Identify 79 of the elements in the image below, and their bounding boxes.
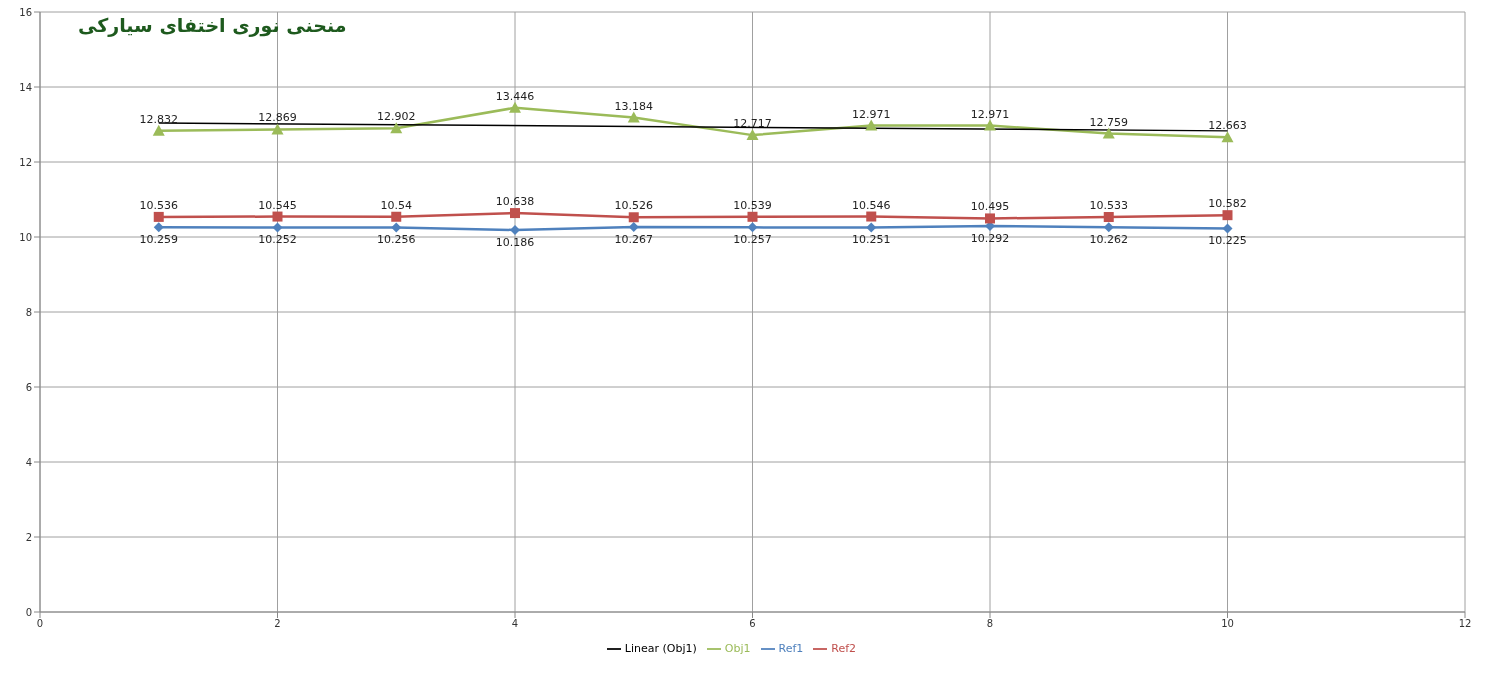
point bbox=[1222, 223, 1233, 234]
data-label: 10.257 bbox=[733, 233, 772, 247]
data-label: 13.184 bbox=[614, 99, 653, 113]
point bbox=[1102, 127, 1115, 139]
point bbox=[747, 222, 758, 233]
point bbox=[747, 211, 758, 222]
y-tick-label: 14 bbox=[19, 81, 32, 93]
data-label: 10.292 bbox=[970, 231, 1010, 245]
point bbox=[510, 208, 520, 219]
data-label: 12.869 bbox=[258, 111, 297, 125]
data-label: 10.539 bbox=[733, 198, 772, 212]
data-label: 10.526 bbox=[614, 199, 653, 213]
point bbox=[1103, 212, 1114, 223]
data-label: 10.256 bbox=[377, 233, 416, 247]
point bbox=[152, 124, 165, 136]
point bbox=[271, 123, 284, 135]
point bbox=[984, 119, 996, 131]
data-label: 10.54 bbox=[380, 198, 412, 212]
data-label: 12.717 bbox=[733, 117, 772, 131]
point bbox=[391, 222, 402, 233]
x-tick-label: 8 bbox=[986, 618, 994, 630]
data-label: 10.582 bbox=[1208, 197, 1247, 211]
legend-label: Ref1 bbox=[778, 642, 804, 655]
data-label: 12.832 bbox=[139, 112, 178, 126]
y-tick-label: 12 bbox=[19, 156, 32, 168]
point bbox=[272, 211, 283, 222]
data-label: 10.536 bbox=[139, 198, 178, 212]
legend-label: Ref2 bbox=[831, 642, 857, 655]
point bbox=[510, 225, 520, 236]
data-label: 10.545 bbox=[258, 198, 297, 212]
point bbox=[153, 222, 164, 233]
y-tick-label: 16 bbox=[19, 6, 32, 18]
x-tick-label: 0 bbox=[36, 618, 44, 630]
point bbox=[272, 222, 283, 233]
data-label: 10.638 bbox=[495, 195, 535, 209]
y-tick-label: 10 bbox=[19, 231, 32, 243]
data-label: 10.533 bbox=[1089, 199, 1128, 213]
legend-label: Obj1 bbox=[724, 642, 751, 655]
point bbox=[509, 101, 521, 113]
x-tick-label: 2 bbox=[274, 618, 281, 630]
point bbox=[985, 213, 995, 224]
x-tick-label: 4 bbox=[511, 618, 519, 630]
point bbox=[390, 122, 403, 134]
point bbox=[1221, 131, 1234, 143]
legend-label: Linear (Obj1) bbox=[624, 642, 697, 655]
data-label: 12.663 bbox=[1208, 119, 1247, 133]
data-label: 13.446 bbox=[495, 89, 535, 103]
chart-title: منحنی نوری اختفای سیارکی bbox=[78, 14, 347, 36]
point bbox=[628, 212, 639, 223]
point bbox=[153, 211, 164, 222]
point bbox=[746, 129, 759, 141]
data-label: 10.267 bbox=[614, 232, 653, 246]
point bbox=[1222, 210, 1233, 221]
x-tick-label: 10 bbox=[1221, 618, 1234, 630]
data-label: 10.252 bbox=[258, 233, 297, 247]
y-tick-label: 4 bbox=[25, 456, 32, 468]
data-label: 10.186 bbox=[495, 235, 535, 249]
point bbox=[391, 211, 402, 222]
y-tick-label: 8 bbox=[25, 306, 32, 318]
x-tick-label: 12 bbox=[1458, 618, 1472, 630]
y-tick-label: 0 bbox=[25, 606, 32, 618]
data-label: 10.251 bbox=[852, 233, 891, 247]
data-label: 10.262 bbox=[1089, 232, 1128, 246]
data-label: 12.759 bbox=[1089, 115, 1128, 129]
data-label: 12.971 bbox=[852, 107, 891, 121]
data-label: 12.902 bbox=[377, 110, 416, 124]
point bbox=[1103, 222, 1114, 233]
point bbox=[866, 222, 877, 233]
data-label: 10.259 bbox=[139, 233, 178, 247]
y-tick-label: 2 bbox=[25, 531, 32, 543]
y-tick-label: 6 bbox=[25, 381, 32, 393]
point bbox=[865, 119, 878, 131]
point bbox=[627, 111, 640, 123]
point bbox=[866, 211, 877, 222]
data-label: 10.495 bbox=[970, 200, 1010, 214]
data-label: 10.546 bbox=[852, 198, 891, 212]
x-tick-label: 6 bbox=[749, 618, 756, 630]
data-label: 10.225 bbox=[1208, 234, 1247, 248]
data-label: 12.971 bbox=[970, 107, 1010, 121]
